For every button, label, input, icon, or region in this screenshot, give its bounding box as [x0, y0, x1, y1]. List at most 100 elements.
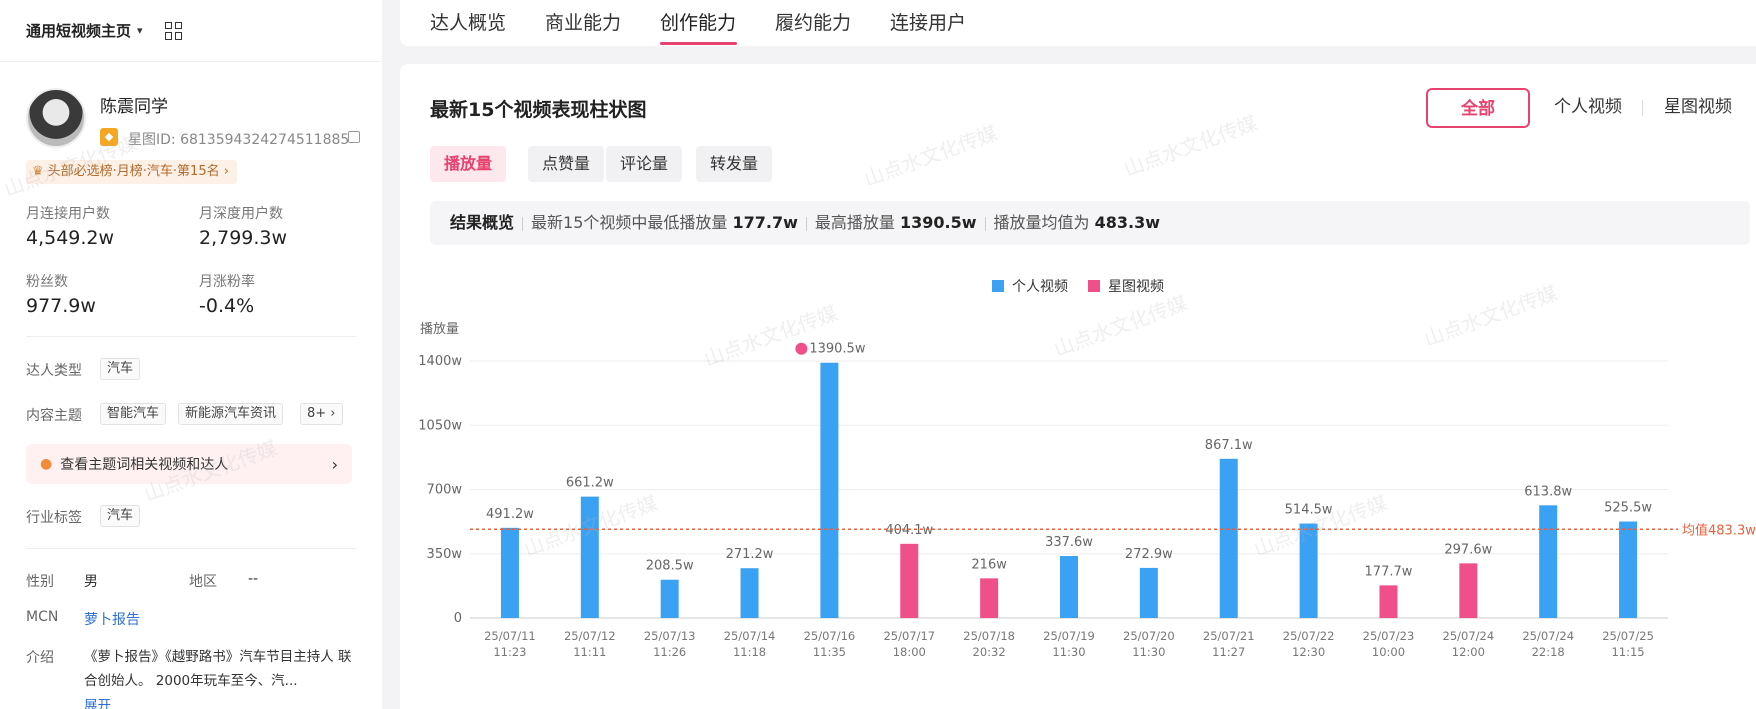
rank-badge[interactable]: ♛ 头部必选榜·月榜·汽车·第15名 ›: [26, 160, 237, 184]
average-label: 均值483.3w: [1682, 522, 1756, 538]
bar-value-label: 867.1w: [1205, 438, 1253, 453]
bar-value-label: 272.9w: [1125, 547, 1173, 562]
bar-value-label: 514.5w: [1285, 503, 1333, 518]
x-tick-time: 12:30: [1292, 645, 1325, 659]
legend-swatch: [1088, 280, 1100, 292]
bar-value-label: 271.2w: [726, 547, 774, 562]
chart-bar: [1299, 523, 1318, 618]
metric-tab-shares[interactable]: 转发量: [696, 146, 773, 182]
stat-value: -0.4%: [199, 295, 255, 317]
x-tick-date: 25/07/19: [1043, 629, 1095, 643]
lightbulb-icon: ●: [40, 456, 53, 472]
region-value: --: [248, 571, 259, 587]
y-axis-label: 播放量: [420, 322, 459, 337]
x-tick-time: 11:35: [813, 645, 846, 659]
summary-min-value: 177.7w: [732, 213, 798, 232]
stat-label: 月涨粉率: [199, 274, 255, 290]
x-tick-date: 25/07/13: [644, 629, 696, 643]
chart-bar: [1539, 505, 1558, 618]
chevron-right-icon: ›: [331, 454, 338, 474]
x-tick-date: 25/07/11: [484, 629, 536, 643]
top-tab-bar: 达人概览 商业能力 创作能力 履约能力 连接用户: [400, 0, 1756, 46]
topic-related-link[interactable]: ● 查看主题词相关视频和达人 ›: [26, 444, 352, 484]
metric-tab-plays[interactable]: 播放量: [430, 146, 507, 182]
chart-bar: [1219, 458, 1238, 618]
bar-value-label: 525.5w: [1604, 501, 1652, 516]
intro-expand-link[interactable]: 展开: [84, 698, 111, 709]
copy-icon[interactable]: [348, 131, 360, 143]
stat-value: 4,549.2w: [26, 227, 115, 249]
tab-business-ability[interactable]: 商业能力: [545, 12, 622, 34]
x-tick-time: 11:30: [1052, 645, 1085, 659]
x-tick-time: 20:32: [973, 645, 1006, 659]
metric-tab-comments[interactable]: 评论量: [606, 146, 683, 182]
x-tick-date: 25/07/24: [1522, 629, 1574, 643]
chart-bar: [1619, 521, 1638, 618]
tab-talent-overview[interactable]: 达人概览: [430, 12, 507, 34]
mcn-link[interactable]: 萝卜报告: [84, 612, 140, 628]
chart-bar: [1139, 567, 1158, 618]
y-tick-label: 700w: [427, 483, 463, 498]
chart-bar: [500, 527, 519, 618]
chart-plot-area: 播放量 0 350w 700w 1050w 1400w 491.2w 25/07/11 11:2…: [418, 322, 1756, 659]
segment-personal-video[interactable]: 个人视频: [1554, 97, 1622, 117]
segment-xingtu-video[interactable]: 星图视频: [1664, 97, 1732, 117]
content-theme-label: 内容主题: [26, 408, 82, 424]
chevron-right-icon: ›: [223, 164, 229, 179]
legend-item-personal[interactable]: 个人视频: [992, 276, 1068, 296]
summary-min-text: 最新15个视频中最低播放量: [531, 213, 728, 232]
bar-value-label: 297.6w: [1444, 542, 1492, 557]
divider: [26, 336, 356, 337]
tab-fulfillment-ability[interactable]: 履约能力: [775, 12, 852, 34]
bar-chart: 个人视频 星图视频 播放量 0 350w 700w 1050w 1400w 491.2w 25…: [400, 254, 1756, 709]
content-theme-tag[interactable]: 智能汽车: [100, 403, 167, 425]
grid-icon[interactable]: [164, 21, 183, 40]
chart-bar: [1459, 563, 1478, 618]
talent-type-tag: 汽车: [100, 358, 141, 380]
bar-value-label: 1390.5w: [809, 342, 865, 357]
trophy-icon: ♛: [32, 164, 44, 179]
avatar[interactable]: [26, 88, 86, 148]
stat-monthly-deep-users: 月深度用户数 2,799.3w: [199, 203, 359, 249]
x-tick-time: 11:26: [653, 645, 686, 659]
summary-max-value: 1390.5w: [899, 213, 977, 232]
x-tick-time: 12:00: [1452, 645, 1485, 659]
tab-connected-users[interactable]: 连接用户: [890, 12, 967, 34]
x-tick-date: 25/07/24: [1443, 629, 1495, 643]
gender-value: 男: [84, 574, 98, 590]
rank-badge-text: 头部必选榜·月榜·汽车·第15名: [47, 164, 220, 179]
industry-tag: 汽车: [100, 505, 141, 527]
y-tick-label: 350w: [427, 547, 463, 562]
active-tab-indicator: [660, 42, 737, 45]
page-switcher-title[interactable]: 通用短视频主页: [26, 22, 132, 40]
stat-value: 2,799.3w: [199, 227, 288, 249]
tab-creation-ability[interactable]: 创作能力: [660, 12, 737, 34]
summary-avg-text: 播放量均值为: [993, 213, 1090, 232]
x-tick-date: 25/07/12: [564, 629, 616, 643]
main-card: 最新15个视频表现柱状图 全部 个人视频 星图视频 播放量 点赞量 评论量 转发…: [400, 64, 1756, 709]
flame-icon: [795, 342, 808, 355]
legend-item-xingtu[interactable]: 星图视频: [1088, 276, 1164, 296]
bar-value-label: 613.8w: [1524, 484, 1572, 499]
chart-bar: [1060, 556, 1078, 618]
card-title: 最新15个视频表现柱状图: [430, 99, 647, 121]
x-tick-time: 10:00: [1372, 645, 1405, 659]
x-tick-time: 11:27: [1212, 645, 1245, 659]
region-label: 地区: [189, 574, 217, 590]
mcn-label: MCN: [26, 609, 59, 625]
x-tick-time: 11:18: [733, 645, 766, 659]
summary-avg-value: 483.3w: [1094, 213, 1161, 232]
bar-value-label: 491.2w: [486, 507, 534, 522]
metric-tab-likes[interactable]: 点赞量: [528, 146, 605, 182]
sidebar: 通用短视频主页 ▾ 陈震同学 ◆ 星图ID: 68135943242745118…: [0, 0, 382, 709]
content-theme-more[interactable]: 8+ ›: [300, 403, 343, 425]
stat-fans: 粉丝数 977.9w: [26, 271, 186, 317]
chart-legend: 个人视频 星图视频: [400, 276, 1756, 296]
xingtu-logo-icon: ◆: [100, 128, 118, 146]
chevron-down-icon[interactable]: ▾: [137, 24, 143, 37]
x-tick-date: 25/07/14: [724, 629, 776, 643]
segment-all[interactable]: 全部: [1426, 88, 1530, 128]
bar-value-label: 177.7w: [1365, 564, 1413, 579]
y-tick-label: 1400w: [418, 354, 462, 369]
content-theme-tag[interactable]: 新能源汽车资讯: [178, 403, 284, 425]
